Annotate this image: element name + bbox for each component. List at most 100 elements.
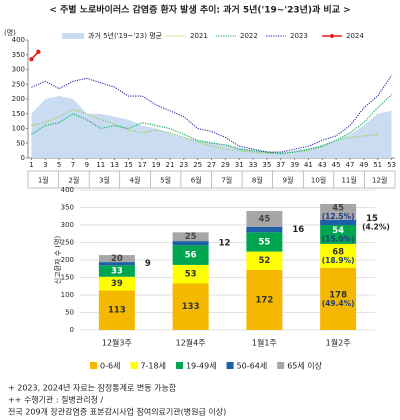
bar-segment: [98, 276, 135, 291]
data-label: 20: [111, 254, 123, 264]
legend-label: 19-49세: [186, 362, 217, 371]
month-label: 6월: [191, 176, 202, 185]
x-tick-label: 45: [332, 161, 341, 169]
data-label: 68: [332, 247, 344, 257]
y-axis-label: 신고환자 수 (명): [53, 235, 62, 284]
y-tick-label: 400: [12, 36, 25, 44]
month-label: 2월: [68, 176, 79, 185]
bar-segment: [320, 225, 357, 244]
y-tick-label: 250: [61, 239, 74, 247]
bar-segment: [172, 245, 209, 265]
x-tick-label: 51: [373, 161, 382, 169]
month-label: 10월: [311, 176, 326, 185]
legend-label: 50-64세: [237, 362, 268, 371]
bar-segment: [172, 232, 209, 242]
y-tick-label: 300: [61, 221, 74, 229]
y-tick-label: 150: [12, 110, 25, 118]
data-label: 16: [292, 225, 304, 235]
data-label: 25: [185, 232, 197, 242]
y-tick-label: 150: [61, 274, 74, 282]
share-label: (49.4%): [322, 299, 355, 308]
x-tick-label: 21: [165, 161, 174, 169]
note: ++ 수행기관 : 질병관리청 /: [8, 395, 104, 405]
data-label: 45: [258, 214, 270, 224]
x-tick-label: 37: [276, 161, 285, 169]
bar-segment: [172, 264, 209, 284]
bar-segment: [246, 211, 283, 227]
y-tick-label: 0: [70, 326, 74, 334]
y-tick-label: 50: [65, 309, 74, 317]
month-label: 1월: [38, 176, 49, 185]
x-tick-label: 49: [359, 161, 368, 169]
data-label: 178: [329, 290, 347, 300]
data-label: 113: [108, 306, 126, 316]
y-tick-label: 350: [12, 51, 25, 59]
x-tick-label: 9: [85, 161, 89, 169]
x-tick-label: 47: [346, 161, 355, 169]
bar-segment: [246, 226, 283, 233]
bar-segment: [98, 262, 135, 266]
bar-segment: [320, 219, 357, 225]
x-tick-label: 1: [29, 161, 33, 169]
legend-label: 2024: [346, 32, 364, 40]
x-tick-label: 19: [152, 161, 161, 169]
legend-label: 2022: [240, 32, 258, 40]
month-label: 5월: [160, 176, 171, 185]
month-label: 11월: [341, 176, 356, 185]
y-tick-label: 400: [61, 186, 74, 194]
y-tick-label: 100: [12, 125, 25, 133]
y-tick-label: 200: [12, 95, 25, 103]
chart-title: < 주별 노로바이러스 감염증 환자 발생 추이: 과거 5년('19~'23년…: [49, 4, 350, 16]
data-label: 56: [185, 251, 197, 261]
x-tick-label: 33: [249, 161, 258, 169]
y-tick-label: 100: [61, 291, 74, 299]
y-tick-label: 350: [61, 204, 74, 212]
bar-segment: [246, 251, 283, 270]
y-axis-label: (명): [4, 28, 16, 37]
x-tick-label: 13: [110, 161, 119, 169]
y-tick-label: 50: [16, 139, 25, 147]
x-tick-label: 53: [387, 161, 396, 169]
bar-segment: [98, 265, 135, 277]
x-tick-label: 11: [96, 161, 105, 169]
bar-segment: [98, 255, 135, 263]
x-tick-label: 7: [71, 161, 75, 169]
data-label: 15: [366, 214, 378, 224]
bar-segment: [320, 204, 357, 220]
bar-segment: [98, 290, 135, 330]
data-label: 55: [258, 237, 270, 247]
point: [29, 56, 34, 62]
legend-label: 과거 5년('19~'23) 평균: [88, 31, 163, 40]
data-label: 133: [182, 302, 200, 312]
bar-segment: [320, 243, 357, 268]
data-label: 9: [145, 259, 151, 269]
bar-segment: [246, 269, 283, 330]
legend-label: 0-6세: [100, 362, 120, 371]
legend-label: 2023: [290, 32, 308, 40]
x-tick-label: 43: [318, 161, 327, 169]
share-label: (4.2%): [362, 222, 390, 231]
legend-swatch: [130, 362, 138, 369]
x-tick-label: 35: [262, 161, 271, 169]
x-tick-label: 15: [124, 161, 133, 169]
share-label: (18.9%): [322, 256, 355, 265]
bar-segment: [320, 267, 357, 330]
data-label: 39: [111, 279, 123, 289]
data-label: 33: [111, 267, 123, 277]
legend-label: 65세 이상: [287, 361, 322, 371]
x-tick-label: 17: [138, 161, 147, 169]
x-tick-label: 27: [207, 161, 216, 169]
legend-swatch: [175, 362, 183, 369]
y-tick-label: 0: [21, 154, 25, 162]
data-label: 45: [332, 203, 344, 213]
data-label: 12: [219, 239, 231, 249]
legend-label: 2021: [190, 32, 208, 40]
y-tick-label: 300: [12, 66, 25, 74]
x-tick-label: 39: [290, 161, 299, 169]
share-label: (12.5%): [322, 212, 355, 221]
note: 전국 209개 장관감염증 표본감시사업 참여의료기관(병원급 이상): [8, 407, 226, 417]
bar-segment: [172, 283, 209, 330]
x-tick-label: 23: [179, 161, 188, 169]
legend-swatch: [62, 33, 84, 39]
point: [36, 49, 41, 54]
